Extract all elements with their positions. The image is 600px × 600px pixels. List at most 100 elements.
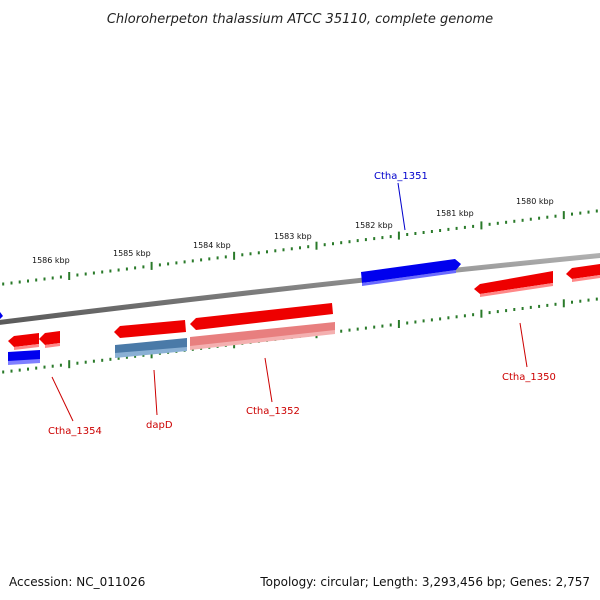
outer-ring-minor-tick: [513, 219, 516, 223]
outer-ring-minor-tick: [59, 275, 62, 279]
inner-ring-minor-tick: [538, 304, 541, 308]
gene-label-ctha-1354[interactable]: Ctha_1354: [48, 426, 102, 437]
outer-ring-minor-tick: [307, 245, 310, 249]
outer-ring-minor-tick: [340, 241, 343, 245]
outer-ring-minor-tick: [439, 229, 442, 232]
outer-ring-minor-tick: [241, 253, 244, 257]
inner-ring-minor-tick: [117, 356, 120, 360]
inner-ring-minor-tick: [463, 314, 466, 318]
leader-dapd: [153, 369, 158, 416]
outer-ring-minor-tick: [571, 212, 573, 216]
gene-label-ctha-1350[interactable]: Ctha_1350: [502, 372, 556, 383]
gene-edge-forward[interactable]: [0, 312, 3, 319]
inner-ring-minor-tick: [422, 319, 425, 323]
outer-ring-major-tick: [315, 241, 318, 250]
inner-ring-major-tick: [397, 320, 400, 328]
leader-ctha-1354: [51, 376, 74, 422]
gene-label-ctha-1351[interactable]: Ctha_1351: [374, 171, 428, 182]
scale-label-1580: 1580 kbp: [516, 197, 554, 206]
gene-ctha-1352[interactable]: [190, 303, 335, 350]
gene-dapd[interactable]: [114, 320, 187, 358]
outer-ring-minor-tick: [488, 222, 491, 226]
outer-ring-minor-tick: [505, 220, 508, 224]
inner-ring-minor-tick: [529, 305, 532, 309]
inner-ring-minor-tick: [447, 316, 450, 320]
outer-ring-minor-tick: [546, 215, 549, 219]
leader-ctha-1350: [519, 322, 528, 368]
inner-ring-minor-tick: [109, 357, 112, 361]
outer-ring-minor-tick: [109, 269, 112, 273]
scale-label-1586: 1586 kbp: [32, 256, 70, 265]
inner-ring-minor-tick: [51, 364, 54, 368]
inner-ring-minor-tick: [430, 318, 433, 322]
outer-ring-minor-tick: [43, 277, 46, 281]
gene-ctha-1350[interactable]: [474, 271, 553, 297]
outer-ring-minor-tick: [463, 225, 466, 229]
outer-scale-ring: [2, 209, 598, 286]
outer-ring-minor-tick: [18, 280, 21, 284]
inner-ring-minor-tick: [18, 368, 21, 372]
scale-label-1584: 1584 kbp: [193, 241, 231, 250]
outer-ring-minor-tick: [274, 249, 277, 253]
outer-ring-minor-tick: [134, 266, 137, 270]
inner-ring-minor-tick: [142, 353, 145, 357]
inner-ring-minor-tick: [84, 360, 87, 364]
inner-ring-minor-tick: [43, 365, 46, 369]
outer-ring-minor-tick: [208, 257, 211, 261]
inner-ring-minor-tick: [595, 297, 598, 301]
outer-ring-minor-tick: [332, 242, 334, 246]
outer-ring-minor-tick: [191, 259, 194, 263]
outer-ring-minor-tick: [76, 273, 79, 277]
outer-ring-minor-tick: [348, 240, 351, 244]
inner-ring-minor-tick: [381, 324, 384, 328]
map-title: Chloroherpeton thalassium ATCC 35110, co…: [107, 12, 493, 27]
outer-ring-minor-tick: [249, 252, 252, 256]
inner-ring-minor-tick: [505, 309, 508, 313]
gene-ctha-1349[interactable]: [566, 264, 600, 282]
inner-ring-minor-tick: [546, 303, 549, 307]
outer-ring-minor-tick: [356, 239, 359, 243]
outer-ring-minor-tick: [472, 224, 475, 228]
outer-ring-minor-tick: [299, 246, 301, 250]
gene-label-dapd[interactable]: dapD: [146, 420, 173, 431]
gene-ctha-1351[interactable]: [361, 259, 461, 286]
outer-ring-minor-tick: [158, 263, 161, 267]
inner-ring-minor-tick: [488, 311, 491, 315]
outer-ring-minor-tick: [414, 232, 417, 235]
outer-ring-minor-tick: [92, 271, 95, 275]
gene-ctha-1353[interactable]: [39, 331, 60, 348]
inner-ring-minor-tick: [92, 359, 95, 363]
outer-ring-major-tick: [480, 221, 483, 230]
inner-ring-major-tick: [68, 360, 71, 369]
inner-ring-minor-tick: [554, 302, 557, 306]
gene-ctha-1354[interactable]: [8, 333, 40, 365]
gene-label-ctha-1352[interactable]: Ctha_1352: [246, 406, 300, 417]
outer-ring-minor-tick: [389, 235, 392, 239]
inner-ring-minor-tick: [2, 370, 5, 374]
inner-ring-minor-tick: [27, 367, 29, 371]
inner-ring-major-tick: [480, 309, 483, 318]
inner-ring-minor-tick: [496, 310, 499, 314]
inner-ring-minor-tick: [10, 369, 13, 373]
outer-ring-minor-tick: [27, 279, 29, 283]
inner-ring-minor-tick: [455, 315, 458, 319]
inner-ring-minor-tick: [579, 299, 582, 303]
inner-ring-minor-tick: [389, 323, 392, 327]
outer-ring-major-tick: [68, 272, 71, 280]
inner-ring-minor-tick: [439, 317, 442, 321]
inner-ring-minor-tick: [35, 366, 38, 370]
outer-ring-minor-tick: [323, 243, 326, 247]
inner-ring-minor-tick: [340, 329, 343, 333]
outer-ring-minor-tick: [521, 218, 524, 222]
leader-ctha-1351: [397, 182, 406, 231]
outer-ring-minor-tick: [579, 211, 582, 215]
inner-ring-minor-tick: [414, 320, 417, 324]
outer-ring-minor-tick: [257, 251, 260, 255]
outer-ring-minor-tick: [101, 270, 104, 274]
outer-ring-minor-tick: [554, 214, 557, 218]
inner-ring-minor-tick: [348, 328, 351, 332]
inner-ring-minor-tick: [521, 307, 524, 310]
inner-ring-minor-tick: [59, 363, 62, 367]
scale-label-1582: 1582 kbp: [355, 221, 393, 230]
